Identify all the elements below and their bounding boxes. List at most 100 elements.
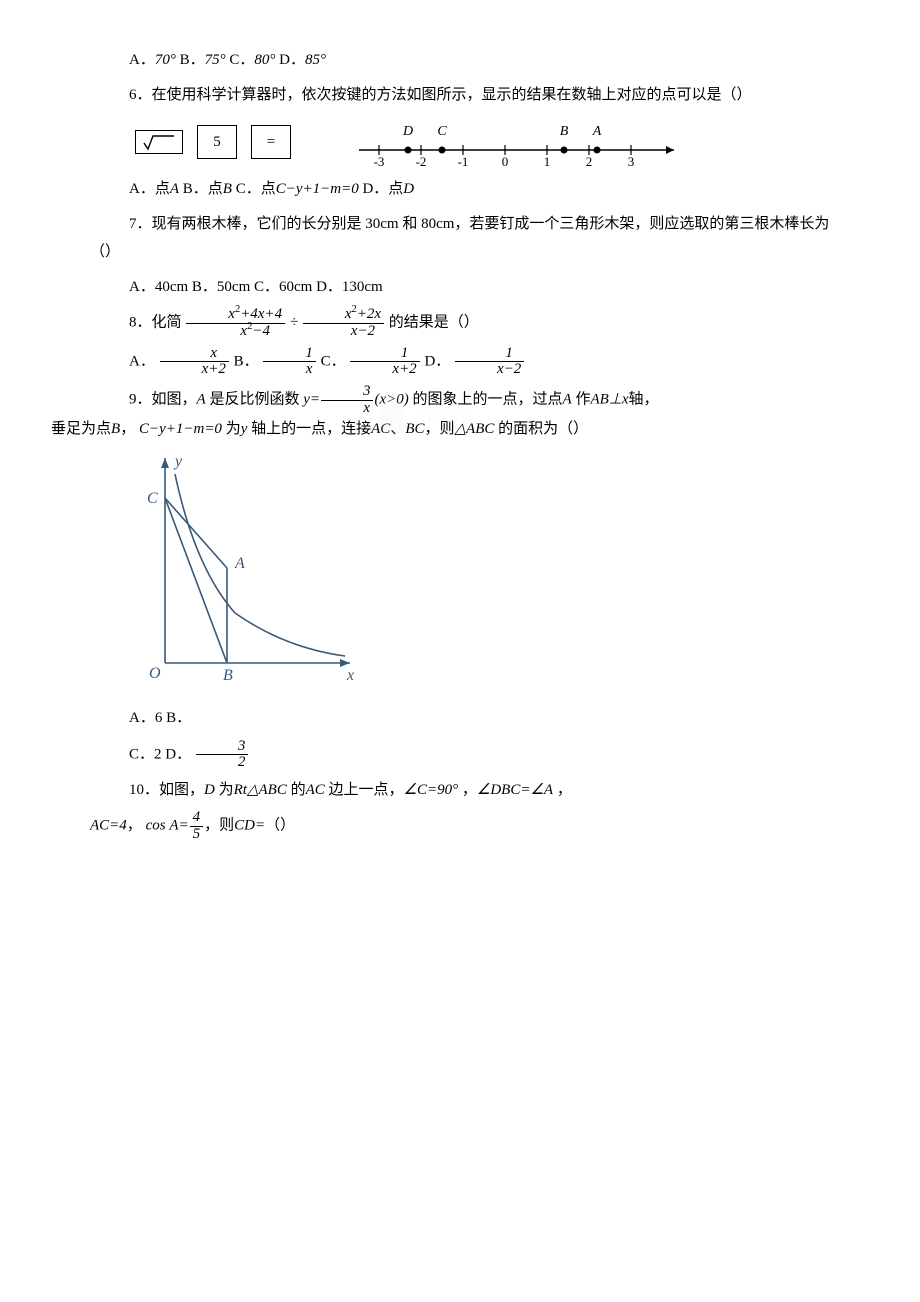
q9-p6: 垂足为点 [51, 421, 111, 437]
q5-c-val: 80° [254, 52, 275, 68]
label-y: y [173, 453, 183, 470]
q8-fa: xx+2 [160, 346, 229, 379]
q9-p11: ，则 [425, 421, 455, 437]
q9-B: B [111, 421, 120, 437]
q8-ob: B． [234, 353, 259, 369]
q9-p9: 轴上的一点，连接 [251, 421, 371, 437]
q10-D: D [204, 782, 215, 798]
q8-fc-n: 1 [350, 346, 419, 363]
q9-fny: y= [303, 392, 320, 408]
q10-p5: ， [462, 782, 477, 798]
q10-cn: 4 [190, 810, 204, 827]
q9-frac: 3x [321, 384, 374, 417]
q8-od: D． [424, 353, 450, 369]
q9-p4: 作 [575, 392, 590, 408]
q8-fd-d: x−2 [455, 362, 524, 378]
q6-stem: 6．在使用科学计算器时，依次按键的方法如图所示，显示的结果在数轴上对应的点可以是… [90, 81, 830, 110]
q9-BC: BC [405, 421, 424, 437]
q9-graph: y C A O B x [135, 448, 830, 698]
q8-fb: 1x [263, 346, 316, 379]
q9-p3: 的图象上的一点，过点 [413, 392, 563, 408]
q10-cos: cos [146, 818, 166, 834]
label-C: C [147, 490, 158, 507]
q6-figure: 5 = -3-2-10123 DCBA [135, 117, 830, 167]
q6-options: A．点A B．点B C．点C−y+1−m=0 D．点D [90, 175, 830, 204]
q7-stem: 7．现有两根木棒，它们的长分别是 30cm 和 80cm，若要钉成一个三角形木架… [90, 210, 830, 267]
q9-tri: △ABC [455, 421, 495, 437]
label-x: x [346, 667, 354, 684]
q6-b-v: B [223, 181, 232, 197]
number-line: -3-2-10123 DCBA [349, 117, 689, 167]
q8-fa-n: x [160, 346, 229, 363]
svg-text:1: 1 [544, 154, 551, 167]
q8-mid1: +4x+4 [240, 306, 282, 322]
q8-tail: 的结果是（） [389, 315, 479, 331]
q10-p4: 边上一点， [329, 782, 404, 798]
svg-text:0: 0 [502, 154, 509, 167]
q9-p12: 的面积为（） [494, 421, 588, 437]
q9-p2: 是反比例函数 [209, 392, 299, 408]
q8-frac2: x2+2x x−2 [303, 307, 384, 340]
svg-text:-1: -1 [458, 154, 469, 167]
q5-options: A．70° B．75° C．80° D．85° [90, 46, 830, 75]
q5-d-val: 85° [305, 52, 326, 68]
q8-d2: x−2 [351, 323, 375, 339]
q9-p1: 9．如图， [129, 392, 197, 408]
label-O: O [149, 665, 161, 682]
q6-d: D．点 [362, 181, 403, 197]
q10-AC: AC [306, 782, 325, 798]
q9-p7: ， [120, 421, 135, 437]
q9-yax: y [241, 421, 248, 437]
q8-div: ÷ [290, 315, 302, 331]
q9-optC: C．2 D． [129, 746, 191, 762]
q8-mid3: +2x [357, 306, 381, 322]
q5-a-label: A． [129, 52, 155, 68]
q8-fa-d: x+2 [160, 362, 229, 378]
q9-optCD: C．2 D． 32 [90, 739, 830, 772]
five-key: 5 [197, 125, 237, 160]
q5-a-val: 70° [155, 52, 176, 68]
q9-A: A [197, 392, 206, 408]
q5-b-val: 75° [205, 52, 226, 68]
svg-text:-3: -3 [374, 154, 385, 167]
q10-p9: （） [265, 818, 295, 834]
q9-expr: C−y+1−m=0 [139, 421, 222, 437]
q10-line2: AC=4， cos A=45，则CD=（） [90, 810, 830, 843]
svg-text:C: C [437, 124, 447, 139]
q8-options: A． xx+2 B． 1x C． 1x+2 D． 1x−2 [90, 346, 830, 379]
q6-c: C．点 [236, 181, 276, 197]
q9-AB: AB⊥x [590, 392, 628, 408]
q10-ang2: ∠DBC=∠A [477, 782, 553, 798]
q6-c-v: C−y+1−m=0 [276, 181, 359, 197]
q8-fd-n: 1 [455, 346, 524, 363]
q5-d-label: D． [279, 52, 305, 68]
svg-text:B: B [560, 124, 569, 139]
q9-fden: x [321, 401, 374, 417]
q8-fc-d: x+2 [350, 362, 419, 378]
q10-rt: Rt△ABC [234, 782, 287, 798]
q10-ac4: AC=4 [90, 818, 127, 834]
svg-text:-2: -2 [416, 154, 427, 167]
sqrt-key [135, 130, 183, 154]
q10-CD: CD= [234, 818, 265, 834]
q9-optA: A．6 B． [90, 704, 830, 733]
q9-p8: 为 [226, 421, 241, 437]
q9-dfrac: 32 [196, 739, 249, 772]
q8-fb-n: 1 [263, 346, 316, 363]
q8-oa: A． [129, 353, 155, 369]
q8-lead: 8．化简 [129, 315, 185, 331]
q10-cd: 5 [190, 827, 204, 843]
q9-dnum: 3 [196, 739, 249, 756]
q8-stem: 8．化简 x2+4x+4 x2−4 ÷ x2+2x x−2 的结果是（） [90, 307, 830, 340]
q8-fc: 1x+2 [350, 346, 419, 379]
svg-text:D: D [402, 124, 413, 139]
q8-fd: 1x−2 [455, 346, 524, 379]
svg-text:3: 3 [628, 154, 635, 167]
q9-p5: 轴， [629, 392, 659, 408]
q10-p1: 10．如图， [129, 782, 204, 798]
q6-a-v: A [170, 181, 179, 197]
q7-options: A．40cm B．50cm C．60cm D．130cm [90, 273, 830, 302]
label-A: A [234, 555, 245, 572]
q5-c-label: C． [229, 52, 254, 68]
q10-p8: ，则 [204, 818, 234, 834]
